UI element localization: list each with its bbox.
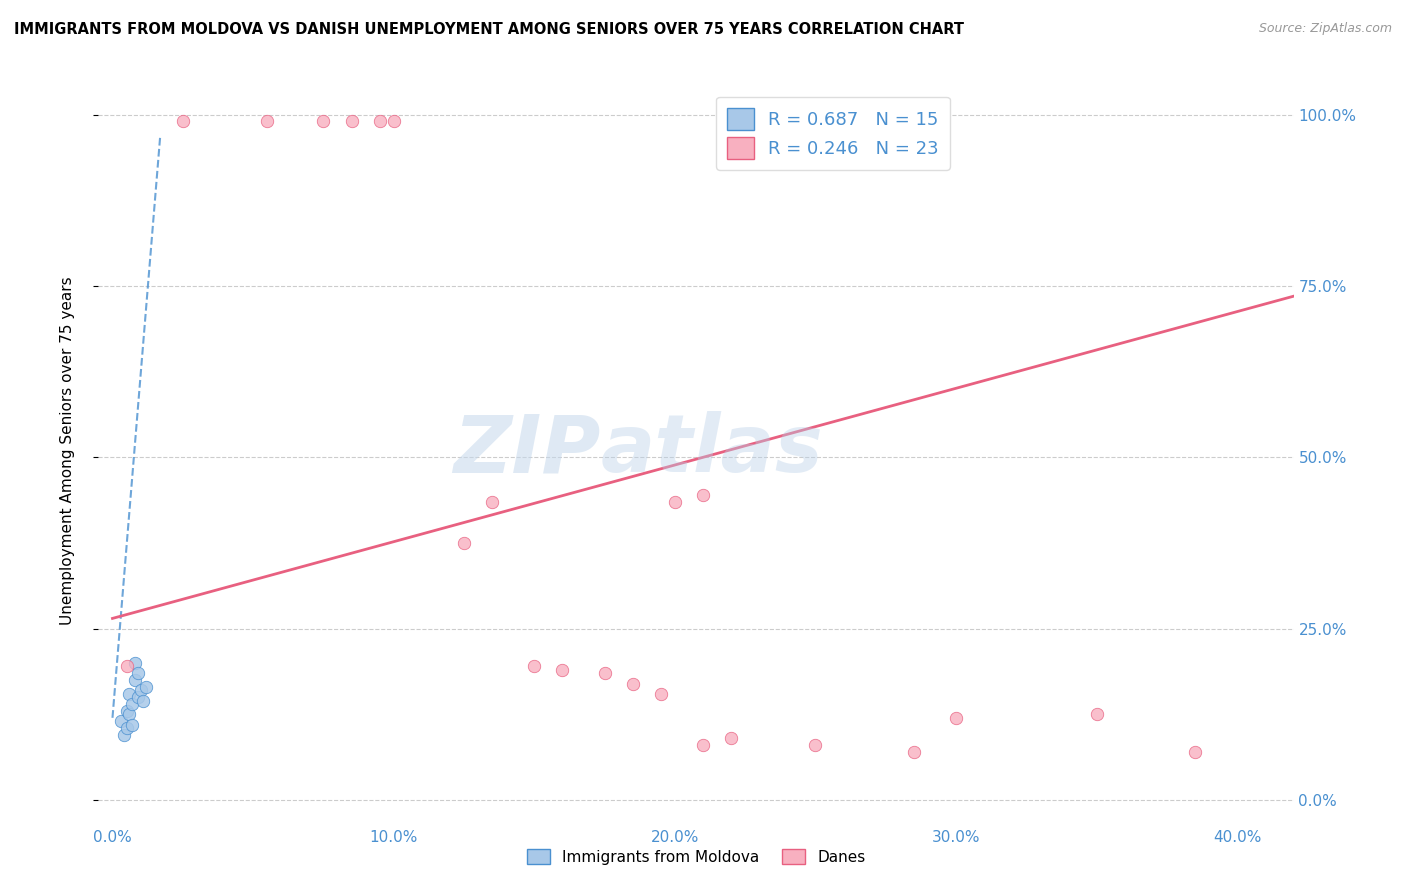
- Point: [115, 721, 138, 735]
- Point: [110, 714, 132, 729]
- Point: [664, 495, 686, 509]
- Point: [112, 728, 135, 742]
- Point: [124, 673, 146, 687]
- Point: [692, 738, 714, 752]
- Point: [1184, 745, 1206, 759]
- Point: [621, 676, 644, 690]
- Point: [121, 697, 143, 711]
- Point: [256, 114, 278, 128]
- Point: [692, 488, 714, 502]
- Point: [340, 114, 363, 128]
- Point: [312, 114, 335, 128]
- Point: [551, 663, 574, 677]
- Point: [945, 711, 967, 725]
- Point: [121, 717, 143, 731]
- Y-axis label: Unemployment Among Seniors over 75 years: Unemployment Among Seniors over 75 years: [60, 277, 75, 624]
- Text: IMMIGRANTS FROM MOLDOVA VS DANISH UNEMPLOYMENT AMONG SENIORS OVER 75 YEARS CORRE: IMMIGRANTS FROM MOLDOVA VS DANISH UNEMPL…: [14, 22, 965, 37]
- Point: [118, 707, 141, 722]
- Point: [132, 694, 155, 708]
- Point: [124, 656, 146, 670]
- Point: [453, 536, 475, 550]
- Point: [172, 114, 194, 128]
- Point: [593, 666, 616, 681]
- Point: [650, 687, 672, 701]
- Legend: Immigrants from Moldova, Danes: Immigrants from Moldova, Danes: [519, 841, 873, 872]
- Text: Source: ZipAtlas.com: Source: ZipAtlas.com: [1258, 22, 1392, 36]
- Point: [368, 114, 391, 128]
- Point: [903, 745, 925, 759]
- Point: [129, 683, 152, 698]
- Point: [118, 687, 141, 701]
- Point: [804, 738, 827, 752]
- Text: atlas: atlas: [600, 411, 823, 490]
- Point: [127, 666, 149, 681]
- Point: [382, 114, 405, 128]
- Text: ZIP: ZIP: [453, 411, 600, 490]
- Point: [115, 659, 138, 673]
- Point: [115, 704, 138, 718]
- Point: [720, 731, 742, 746]
- Point: [135, 680, 157, 694]
- Point: [1085, 707, 1108, 722]
- Point: [127, 690, 149, 705]
- Point: [523, 659, 546, 673]
- Point: [481, 495, 503, 509]
